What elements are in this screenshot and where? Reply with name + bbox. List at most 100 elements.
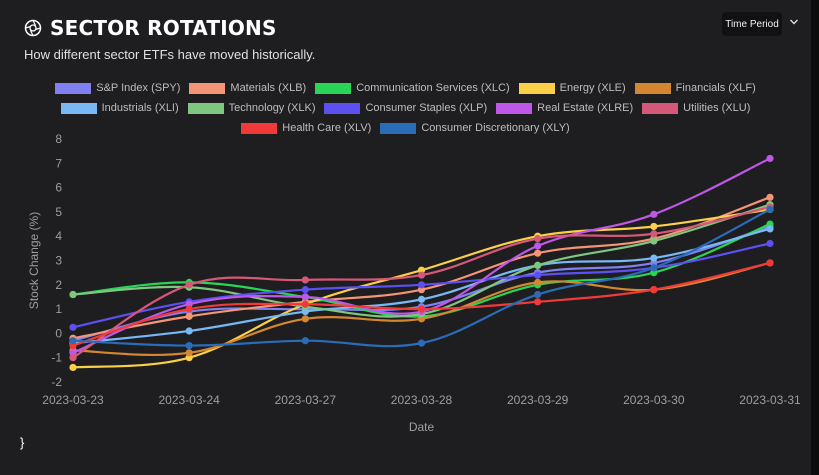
legend-label: Real Estate (XLRE) xyxy=(537,102,634,114)
data-point[interactable] xyxy=(417,295,426,303)
data-point[interactable] xyxy=(301,276,309,284)
legend-swatch xyxy=(518,82,555,94)
data-point[interactable] xyxy=(301,315,309,323)
aperture-icon xyxy=(24,19,42,37)
legend-item[interactable]: Real Estate (XLRE) xyxy=(496,102,633,114)
y-tick-label: 6 xyxy=(55,181,62,195)
y-tick-label: -2 xyxy=(51,375,62,389)
legend-label: Communication Services (XLC) xyxy=(356,82,510,94)
data-point[interactable] xyxy=(534,261,542,269)
legend-item[interactable]: Health Care (XLV) xyxy=(241,122,371,134)
data-point[interactable] xyxy=(69,337,77,345)
data-point[interactable] xyxy=(301,293,309,301)
legend-item[interactable]: Communication Services (XLC) xyxy=(315,82,510,94)
legend-row: Industrials (XLI) Technology (XLK) Consume… xyxy=(0,98,811,118)
data-point[interactable] xyxy=(534,290,542,299)
data-point[interactable] xyxy=(650,286,658,294)
data-point[interactable] xyxy=(185,312,193,320)
y-tick-label: 8 xyxy=(55,132,62,146)
data-point[interactable] xyxy=(301,300,309,308)
data-point[interactable] xyxy=(185,327,193,335)
legend-swatch xyxy=(189,82,226,94)
x-tick-label: 2023-03-23 xyxy=(42,393,104,407)
x-tick-label: 2023-03-24 xyxy=(158,393,220,407)
legend-item[interactable]: Materials (XLB) xyxy=(189,82,306,94)
legend-label: Consumer Staples (XLP) xyxy=(365,102,488,114)
data-point[interactable] xyxy=(650,230,658,238)
x-tick-label: 2023-03-29 xyxy=(507,393,569,407)
legend-label: Financials (XLF) xyxy=(675,82,756,94)
data-point[interactable] xyxy=(417,339,426,347)
data-point[interactable] xyxy=(417,305,426,313)
y-tick-label: 0 xyxy=(55,326,62,340)
legend-item[interactable]: Industrials (XLI) xyxy=(60,102,179,114)
data-point[interactable] xyxy=(417,271,426,279)
data-point[interactable] xyxy=(185,349,193,357)
data-point[interactable] xyxy=(185,281,193,289)
data-point[interactable] xyxy=(766,154,774,163)
data-point[interactable] xyxy=(534,271,542,279)
data-point[interactable] xyxy=(766,239,774,248)
legend-item[interactable]: Consumer Staples (XLP) xyxy=(324,102,487,114)
legend-swatch xyxy=(634,82,671,94)
legend-swatch xyxy=(315,82,352,94)
legend-label: Utilities (XLU) xyxy=(683,102,751,114)
data-point[interactable] xyxy=(417,281,426,289)
legend-item[interactable]: Technology (XLK) xyxy=(187,102,316,114)
data-point[interactable] xyxy=(301,286,309,294)
y-tick-label: -1 xyxy=(51,351,62,365)
data-point[interactable] xyxy=(69,354,77,362)
legend-swatch xyxy=(642,102,679,114)
y-tick-label: 7 xyxy=(55,156,62,170)
legend-swatch xyxy=(187,102,224,114)
data-point[interactable] xyxy=(650,237,658,245)
legend-item[interactable]: Consumer Discretionary (XLY) xyxy=(380,122,570,134)
data-point[interactable] xyxy=(69,323,77,331)
data-point[interactable] xyxy=(650,222,658,231)
data-point[interactable] xyxy=(69,363,77,372)
legend-swatch xyxy=(496,102,533,114)
x-axis-label: Date xyxy=(409,420,435,434)
legend-swatch xyxy=(55,82,92,94)
x-tick-label: 2023-03-30 xyxy=(623,393,685,407)
y-tick-label: 1 xyxy=(55,302,62,316)
data-point[interactable] xyxy=(766,205,774,214)
data-point[interactable] xyxy=(650,210,658,218)
data-point[interactable] xyxy=(534,249,542,257)
data-point[interactable] xyxy=(301,337,309,345)
data-point[interactable] xyxy=(185,341,193,350)
data-point[interactable] xyxy=(650,264,658,272)
legend-row: S&P Index (SPY) Materials (XLB) Communicat… xyxy=(0,78,811,98)
data-point[interactable] xyxy=(766,193,774,201)
legend-label: Materials (XLB) xyxy=(230,82,307,94)
data-point[interactable] xyxy=(534,235,542,243)
data-point[interactable] xyxy=(69,290,77,299)
data-point[interactable] xyxy=(650,254,658,262)
data-point[interactable] xyxy=(766,259,774,267)
chevron-down-icon[interactable] xyxy=(788,16,800,28)
legend-label: Technology (XLK) xyxy=(228,102,316,114)
data-point[interactable] xyxy=(534,278,542,286)
data-point[interactable] xyxy=(766,225,774,233)
x-tick-label: 2023-03-31 xyxy=(739,393,801,407)
closing-brace: } xyxy=(20,435,25,450)
data-point[interactable] xyxy=(534,298,542,306)
series-group xyxy=(69,205,774,350)
data-point[interactable] xyxy=(534,242,542,250)
sector-line-chart: -2 -1 0 1 2 3 4 5 6 7 8 2023-03-23 2023-03-24 2023-03… xyxy=(27,132,801,434)
legend-item[interactable]: Financials (XLF) xyxy=(634,82,756,94)
legend-item[interactable]: S&P Index (SPY) xyxy=(55,82,180,94)
y-axis-label: Stock Change (%) xyxy=(27,212,41,309)
time-period-button[interactable]: Time Period xyxy=(722,12,782,36)
y-tick-label: 2 xyxy=(55,278,62,292)
legend-label: Consumer Discretionary (XLY) xyxy=(421,122,570,134)
legend-label: Industrials (XLI) xyxy=(101,102,179,114)
legend-label: Health Care (XLV) xyxy=(282,122,372,134)
x-tick-label: 2023-03-27 xyxy=(275,393,337,407)
legend-swatch xyxy=(60,102,97,114)
page-title: SECTOR ROTATIONS xyxy=(50,16,277,40)
legend-item[interactable]: Energy (XLE) xyxy=(518,82,626,94)
legend-item[interactable]: Utilities (XLU) xyxy=(642,102,750,114)
data-point[interactable] xyxy=(185,305,193,313)
